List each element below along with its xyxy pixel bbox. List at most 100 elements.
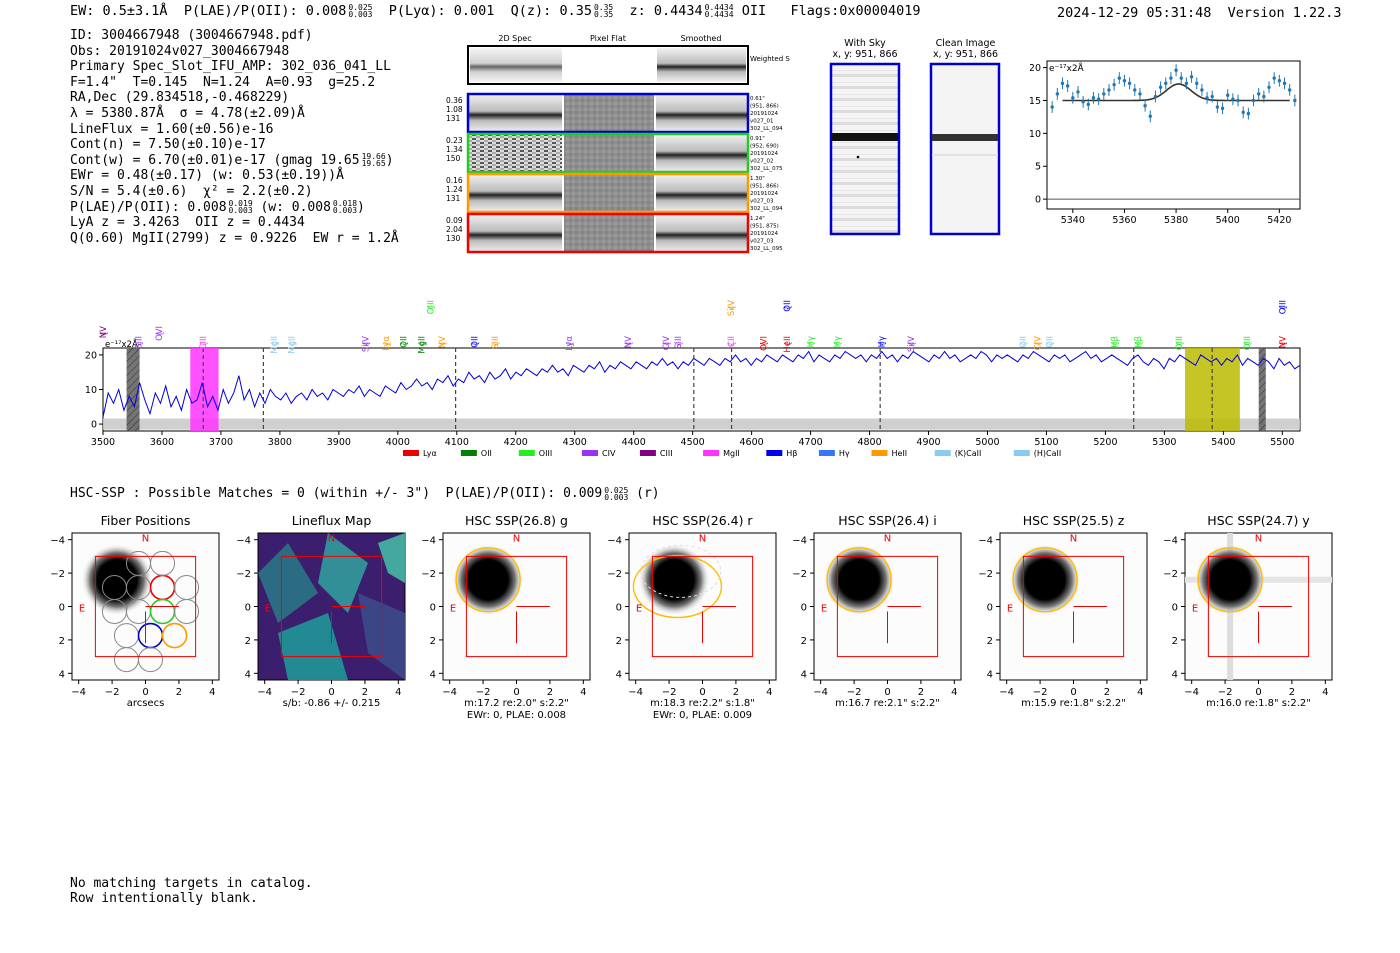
hsc-caption-0-0: arcsecs xyxy=(127,698,165,709)
main-xtick-label-17: 5200 xyxy=(1093,437,1117,448)
cutout-smooth-1 xyxy=(656,134,748,172)
cutout-2d-2 xyxy=(469,174,562,212)
cutout-smooth-2 xyxy=(656,174,748,212)
cutout-info-3-3: v027_03 xyxy=(750,239,774,245)
hsc-ytick-label-1-1: 2 xyxy=(244,636,250,647)
aperture-circle-6 xyxy=(1197,547,1263,613)
main-xtick-label-12: 4700 xyxy=(798,437,822,448)
zoom-point-4 xyxy=(1071,96,1075,100)
east-label-6: E xyxy=(1192,604,1198,615)
zoom-point-14 xyxy=(1122,79,1127,83)
zoom-xtick-label-3: 5400 xyxy=(1216,215,1240,226)
cutout-2d-0 xyxy=(469,94,562,132)
zoom-ytick-label-3: 15 xyxy=(1030,96,1041,107)
legend-swatch-2 xyxy=(518,450,535,456)
zoom-point-21 xyxy=(1158,85,1163,90)
with-sky-title: With Sky xyxy=(844,38,886,49)
cutout-info-2-0: 1.30" xyxy=(750,176,765,182)
hsc-red-box-6 xyxy=(1207,555,1310,658)
main-xtick-label-10: 4500 xyxy=(681,437,705,448)
north-label-5: N xyxy=(1069,533,1076,544)
cutout-info-2-4: 302_LL_094 xyxy=(750,206,783,212)
weighted-sum-smooth xyxy=(657,48,746,82)
main-xtick-label-0: 3500 xyxy=(91,437,115,448)
catalog-note-line2: Row intentionally blank. xyxy=(70,891,258,906)
cutout-stat-2-2: 131 xyxy=(446,194,461,203)
hsc-ytick-label-5-0: 4 xyxy=(986,669,992,680)
hsc-panel-title-1: Lineflux Map xyxy=(291,513,371,528)
cutout-info-2-3: v027_03 xyxy=(750,199,774,205)
line-bracket-23: { xyxy=(807,341,816,346)
hsc-ytick-label-0-0: 4 xyxy=(59,669,65,680)
cutout-flat-0 xyxy=(564,94,654,132)
legend-label-2: OIII xyxy=(539,449,552,458)
line-label-25: Hγ xyxy=(877,336,887,347)
with-sky-xy: x, y: 951, 866 xyxy=(832,49,898,60)
zoom-point-43 xyxy=(1272,76,1276,80)
zoom-point-20 xyxy=(1153,94,1158,99)
plae-lo: 0.003 xyxy=(348,10,373,19)
hsc-xtick-label-5-4: 4 xyxy=(1137,687,1143,698)
main-xtick-label-3: 3800 xyxy=(268,437,292,448)
hsc-ytick-label-6-2: 0 xyxy=(1172,603,1178,614)
zoom-point-22 xyxy=(1164,81,1168,86)
cutout-info-0-3: v027_01 xyxy=(750,119,774,125)
z-value: z: 0.4434 xyxy=(629,3,703,19)
line-bracket-26: { xyxy=(907,341,916,346)
plae-value: P(LAE)/P(OII): 0.008 xyxy=(183,3,347,19)
line-bracket-28: { xyxy=(1034,341,1043,346)
hsc-xtick-label-5-0: −4 xyxy=(999,687,1014,698)
qz-value: Q(z): 0.35 xyxy=(510,3,592,19)
zoom-point-40 xyxy=(1256,92,1261,96)
col-header-flat: Pixel Flat xyxy=(590,34,626,43)
zoom-point-32 xyxy=(1215,105,1220,109)
cutout-frame-3 xyxy=(466,212,750,254)
line-bracket-5: { xyxy=(288,341,297,346)
line-label-10: OIII xyxy=(426,300,436,314)
hsc-xtick-label-2-4: 4 xyxy=(580,687,586,698)
legend-label-5: MgII xyxy=(723,449,740,458)
cutout-info-1-2: 20191024 xyxy=(750,151,778,157)
hsc-ytick-label-0-4: −4 xyxy=(50,536,65,547)
zoom-point-19 xyxy=(1148,114,1152,118)
main-ytick-label-0: 0 xyxy=(91,420,97,431)
q-hi: 0.35 xyxy=(593,3,614,12)
line-label-32: OIII xyxy=(1175,336,1185,350)
line-bracket-30: { xyxy=(1110,341,1119,346)
hsc-panel-4: HSC SSP(26.4) i N E −4 4 −2 2 0 0 2 −2 4 −4 m:16.7 re… xyxy=(782,510,967,729)
weighted-sum-label: Weighted Sum xyxy=(750,55,790,63)
hsc-xtick-label-6-2: 0 xyxy=(1255,687,1261,698)
fiber-circle-9 xyxy=(161,622,188,649)
line-label-0: NV xyxy=(99,326,109,338)
hsc-band: (r) xyxy=(636,486,660,501)
cutout-info-1-0: 0.91" xyxy=(750,136,765,142)
line-bracket-9: { xyxy=(417,341,426,346)
contw-text: Cont(w) = 6.70(±0.01)e-17 (gmag 19.65 xyxy=(70,152,360,168)
info-lineflux: LineFlux = 1.60(±0.56)e-16 xyxy=(70,121,274,137)
col-header-smooth: Smoothed xyxy=(681,34,722,43)
line-bracket-34: { xyxy=(1278,305,1287,310)
line-label-6: SiIV xyxy=(361,336,371,352)
with-sky-trace xyxy=(832,133,898,141)
main-xtick-label-1: 3600 xyxy=(150,437,174,448)
legend-label-7: Hγ xyxy=(839,449,850,458)
cutout-stat-0-1: 1.08 xyxy=(446,105,463,114)
cutout-stat-3-0: 0.09 xyxy=(446,216,463,225)
info-lambda: λ = 5380.87Å σ = 4.78(±2.09)Å xyxy=(70,105,305,121)
plae-w-hi: 0.018 xyxy=(332,199,358,209)
z-line: OII xyxy=(741,3,767,19)
zoom-point-9 xyxy=(1096,97,1101,101)
clean-title: Clean Image xyxy=(935,38,996,49)
contw-lo: 19.65 xyxy=(361,159,386,169)
hsc-xtick-label-4-2: 0 xyxy=(884,687,890,698)
line-label-22: HeII xyxy=(783,336,793,353)
hsc-panel-6: HSC SSP(24.7) y N E −4 4 −2 2 0 0 2 −2 4 −4 m:16.0 re… xyxy=(1153,510,1338,729)
hsc-ytick-label-3-2: 0 xyxy=(615,603,621,614)
zoom-point-18 xyxy=(1143,104,1147,108)
line-bracket-19: { xyxy=(727,305,736,310)
line-bracket-29: { xyxy=(1045,341,1054,346)
zoom-xtick-label-0: 5340 xyxy=(1061,215,1085,226)
line-bracket-10: { xyxy=(426,305,435,310)
hsc-ytick-label-3-0: 4 xyxy=(615,669,621,680)
line-bracket-27: { xyxy=(1019,341,1028,346)
